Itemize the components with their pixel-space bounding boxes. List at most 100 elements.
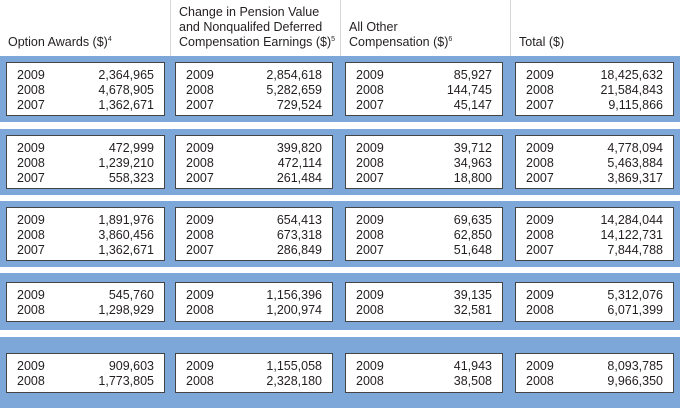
- year-label: 2007: [186, 243, 214, 257]
- year-label: 2008: [17, 156, 45, 170]
- year-value-line: 2007 45,147: [356, 98, 492, 113]
- footnote-ref: 6: [448, 35, 453, 43]
- cell-pension-change: 2009 2,854,618 2008 5,282,659 2007 729,524: [175, 62, 333, 116]
- year-value-line: 2008 3,860,456: [17, 228, 154, 243]
- pension-change-value: 673,318: [276, 228, 322, 242]
- year-label: 2007: [186, 98, 214, 112]
- year-value-line: 2008 2,328,180: [186, 374, 322, 389]
- year-label: 2007: [186, 171, 214, 185]
- pension-change-value: 399,820: [276, 141, 322, 155]
- cell-total: 2009 5,312,076 2008 6,071,399: [515, 282, 674, 322]
- year-value-line: 2008 4,678,905: [17, 83, 154, 98]
- total-value: 8,093,785: [607, 359, 663, 373]
- year-value-line: 2009 85,927: [356, 68, 492, 83]
- option-awards-value: 2,364,965: [98, 68, 154, 82]
- year-value-line: 2007 1,362,671: [17, 243, 154, 258]
- cell-total: 2009 8,093,785 2008 9,966,350: [515, 353, 674, 393]
- year-value-line: 2007 9,115,866: [526, 98, 663, 113]
- row-group: 2009 1,891,976 2008 3,860,456 2007 1,362,671 2…: [0, 201, 680, 267]
- year-label: 2008: [356, 303, 384, 317]
- all-other-value: 32,581: [453, 303, 492, 317]
- header-option-awards-text: Option Awards ($): [8, 35, 108, 49]
- header-pension-line-3: Compensation Earnings ($): [179, 35, 332, 49]
- option-awards-value: 4,678,905: [98, 83, 154, 97]
- year-value-line: 2009 1,891,976: [17, 213, 154, 228]
- row-group: 2009 2,364,965 2008 4,678,905 2007 1,362,671 2…: [0, 56, 680, 122]
- year-value-line: 2008 21,584,843: [526, 83, 663, 98]
- year-value-line: 2009 399,820: [186, 141, 322, 156]
- year-value-line: 2009 545,760: [17, 288, 154, 303]
- year-label: 2009: [356, 288, 384, 302]
- year-label: 2007: [526, 98, 554, 112]
- option-awards-value: 472,999: [108, 141, 154, 155]
- row-group: 2009 472,999 2008 1,239,210 2007 558,323 2009 3…: [0, 129, 680, 195]
- year-label: 2009: [526, 141, 554, 155]
- total-value: 3,869,317: [607, 171, 663, 185]
- year-value-line: 2008 472,114: [186, 156, 322, 171]
- option-awards-value: 558,323: [108, 171, 154, 185]
- year-label: 2009: [526, 213, 554, 227]
- year-label: 2009: [186, 141, 214, 155]
- year-label: 2008: [186, 156, 214, 170]
- total-value: 4,778,094: [607, 141, 663, 155]
- year-value-line: 2008 1,200,974: [186, 303, 322, 318]
- row-group: 2009 545,760 2008 1,298,929 2009 1,156,396 200…: [0, 273, 680, 330]
- header-total-text: Total ($): [519, 35, 565, 49]
- year-label: 2009: [186, 213, 214, 227]
- year-value-line: 2009 14,284,044: [526, 213, 663, 228]
- year-value-line: 2009 8,093,785: [526, 359, 663, 374]
- pension-change-value: 1,155,058: [266, 359, 322, 373]
- year-value-line: 2008 34,963: [356, 156, 492, 171]
- cell-pension-change: 2009 654,413 2008 673,318 2007 286,849: [175, 207, 333, 261]
- total-value: 5,463,884: [607, 156, 663, 170]
- year-label: 2009: [356, 68, 384, 82]
- year-value-line: 2009 41,943: [356, 359, 492, 374]
- year-value-line: 2009 5,312,076: [526, 288, 663, 303]
- option-awards-value: 1,891,976: [98, 213, 154, 227]
- year-value-line: 2008 5,282,659: [186, 83, 322, 98]
- year-label: 2008: [17, 303, 45, 317]
- total-value: 18,425,632: [600, 68, 663, 82]
- year-value-line: 2008 6,071,399: [526, 303, 663, 318]
- year-label: 2008: [356, 228, 384, 242]
- all-other-value: 18,800: [453, 171, 492, 185]
- pension-change-value: 5,282,659: [266, 83, 322, 97]
- cell-all-other: 2009 39,135 2008 32,581: [345, 282, 503, 322]
- pension-change-value: 2,328,180: [266, 374, 322, 388]
- pension-change-value: 472,114: [277, 156, 322, 170]
- year-value-line: 2007 729,524: [186, 98, 322, 113]
- year-value-line: 2009 4,778,094: [526, 141, 663, 156]
- year-label: 2009: [356, 213, 384, 227]
- year-label: 2008: [356, 374, 384, 388]
- year-value-line: 2008 144,745: [356, 83, 492, 98]
- year-value-line: 2007 7,844,788: [526, 243, 663, 258]
- year-value-line: 2009 654,413: [186, 213, 322, 228]
- total-value: 6,071,399: [607, 303, 663, 317]
- year-value-line: 2007 286,849: [186, 243, 322, 258]
- cell-pension-change: 2009 1,155,058 2008 2,328,180: [175, 353, 333, 393]
- year-label: 2008: [17, 228, 45, 242]
- year-label: 2009: [17, 141, 45, 155]
- pension-change-value: 1,156,396: [266, 288, 322, 302]
- row-group: 2009 909,603 2008 1,773,805 2009 1,155,058 200…: [0, 337, 680, 408]
- year-label: 2007: [356, 243, 384, 257]
- cell-all-other: 2009 41,943 2008 38,508: [345, 353, 503, 393]
- year-label: 2007: [17, 243, 45, 257]
- pension-change-value: 286,849: [276, 243, 322, 257]
- cell-option-awards: 2009 1,891,976 2008 3,860,456 2007 1,362,671: [6, 207, 165, 261]
- year-label: 2008: [526, 228, 554, 242]
- year-label: 2009: [526, 288, 554, 302]
- year-value-line: 2008 5,463,884: [526, 156, 663, 171]
- year-label: 2007: [526, 243, 554, 257]
- cell-all-other: 2009 85,927 2008 144,745 2007 45,147: [345, 62, 503, 116]
- option-awards-value: 1,362,671: [98, 98, 154, 112]
- year-label: 2009: [186, 288, 214, 302]
- year-value-line: 2008 62,850: [356, 228, 492, 243]
- footnote-ref: 5: [331, 35, 336, 43]
- year-label: 2008: [526, 83, 554, 97]
- total-value: 9,966,350: [607, 374, 663, 388]
- year-label: 2008: [17, 374, 45, 388]
- option-awards-value: 1,773,805: [98, 374, 154, 388]
- total-value: 14,122,731: [600, 228, 663, 242]
